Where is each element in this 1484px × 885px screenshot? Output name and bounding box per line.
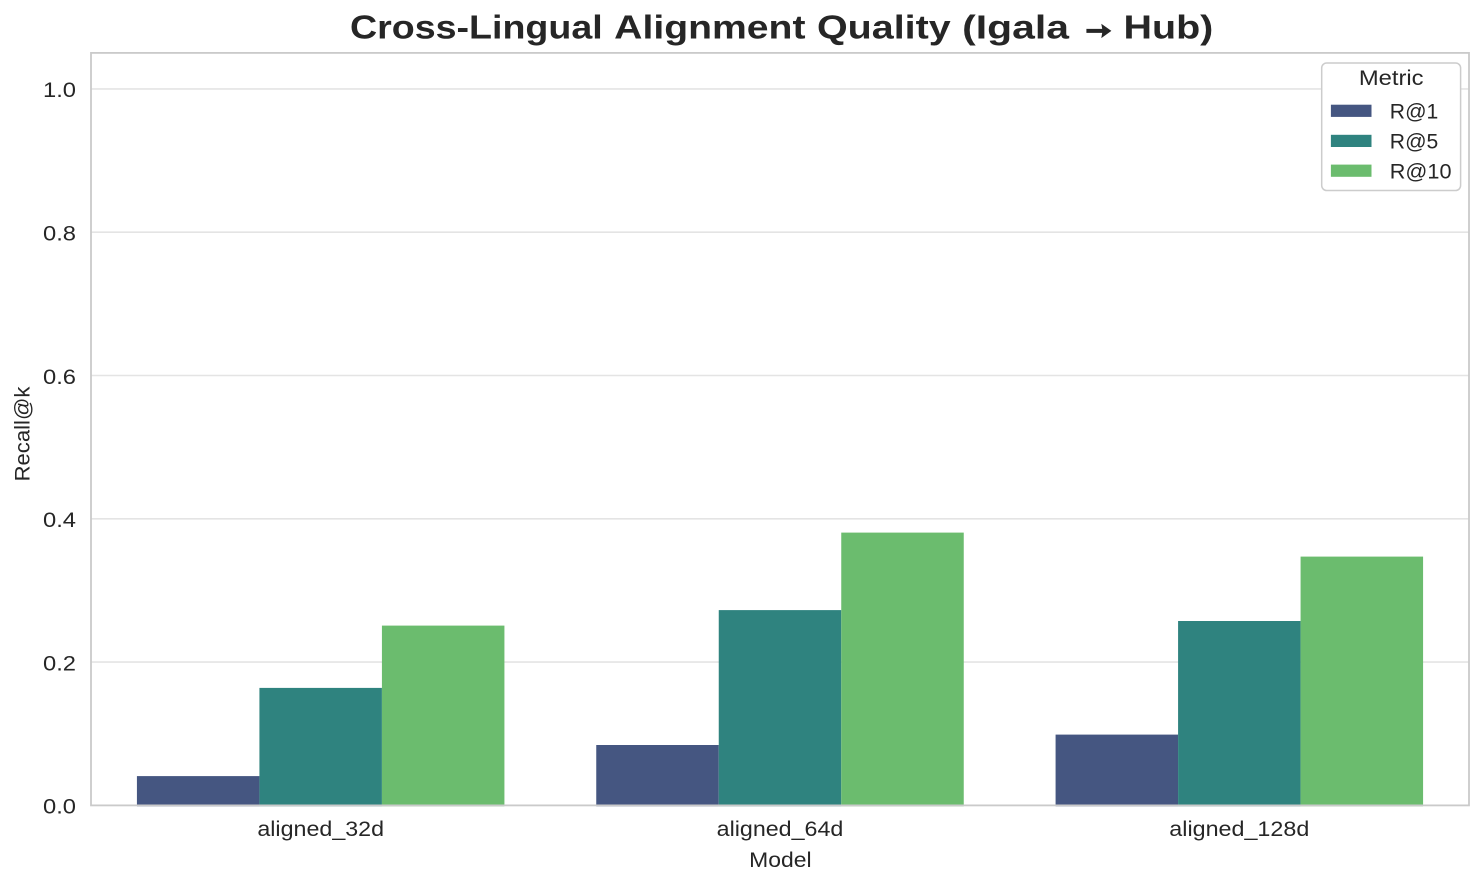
svg-text:0.2: 0.2 [43,652,76,675]
svg-text:aligned_64d: aligned_64d [717,818,844,841]
svg-text:0.6: 0.6 [43,366,76,389]
svg-text:Hub): Hub) [1124,8,1214,45]
svg-text:0.8: 0.8 [43,223,76,246]
svg-text:R@5: R@5 [1390,131,1439,154]
svg-text:Cross-Lingual: Cross-Lingual [350,8,603,45]
svg-text:0.0: 0.0 [43,796,76,819]
svg-text:Model: Model [749,849,811,872]
svg-text:1.0: 1.0 [43,79,76,102]
svg-text:Metric: Metric [1359,67,1424,90]
svg-text:R@1: R@1 [1390,101,1439,124]
svg-text:Alignment: Alignment [614,8,805,45]
svg-text:Quality: Quality [817,8,951,45]
svg-text:(Igala: (Igala [962,8,1070,45]
svg-text:Recall@k: Recall@k [12,386,35,482]
svg-text:aligned_32d: aligned_32d [257,818,384,841]
svg-text:R@10: R@10 [1390,160,1452,183]
svg-text:0.4: 0.4 [43,509,76,532]
svg-text:aligned_128d: aligned_128d [1169,818,1309,841]
